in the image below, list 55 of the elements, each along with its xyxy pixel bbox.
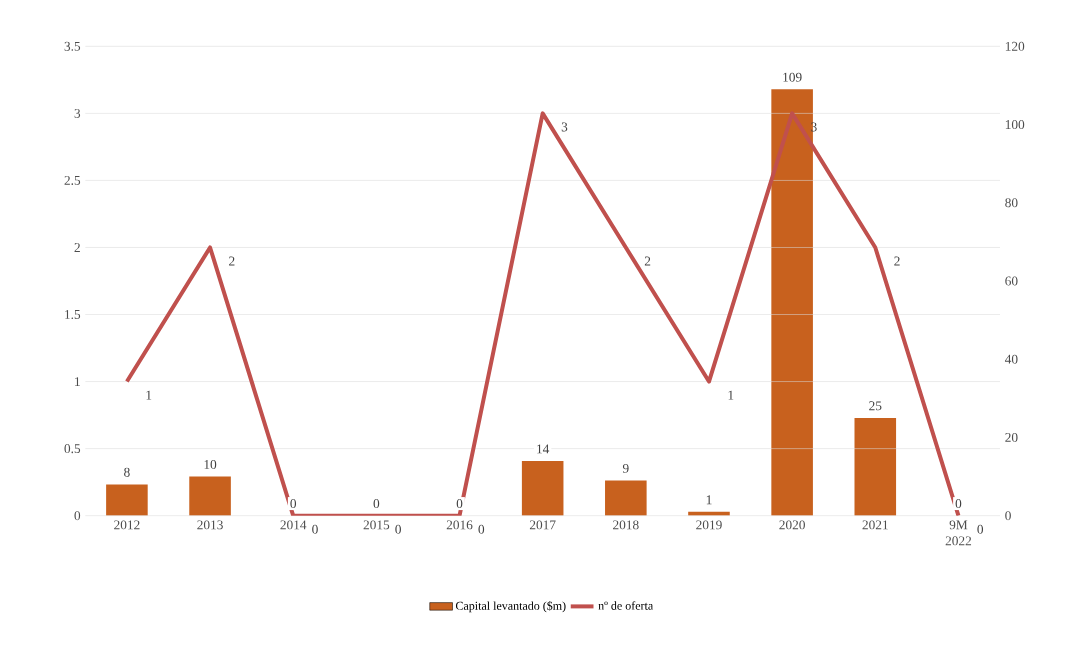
data-label: 0 xyxy=(456,499,463,509)
data-label: 1 xyxy=(728,390,734,400)
y-tick-label: 0 xyxy=(74,511,81,521)
x-tick-label: 2021 xyxy=(862,520,888,530)
x-tick-label: 2018 xyxy=(613,520,639,530)
data-label: 0 xyxy=(312,524,318,534)
x-tick-label: 2016 xyxy=(446,520,473,530)
data-label: 3 xyxy=(561,122,568,132)
y2-tick-label: 60 xyxy=(1005,276,1018,286)
x-tick-label: 2013 xyxy=(197,520,223,530)
y2-tick-label: 120 xyxy=(1005,41,1025,51)
y2-tick-label: 0 xyxy=(1005,511,1011,521)
bar xyxy=(605,480,647,516)
data-label: 0 xyxy=(290,499,297,509)
data-label: 1 xyxy=(146,390,152,400)
x-tick-label: 2020 xyxy=(779,520,805,530)
data-label: 109 xyxy=(783,72,802,82)
data-label: 0 xyxy=(955,499,962,509)
y2-tick-label: 80 xyxy=(1005,198,1018,208)
bar xyxy=(771,89,813,516)
y-tick-label: 3 xyxy=(74,108,81,118)
x-tick-label: 2012 xyxy=(114,520,140,530)
data-label: 14 xyxy=(537,444,550,454)
data-label: 0 xyxy=(395,524,401,534)
x-tick-label: 9M 2022 xyxy=(945,520,972,546)
data-label: 0 xyxy=(478,524,485,534)
data-label: 2 xyxy=(229,256,235,266)
y2-tick-label: 40 xyxy=(1004,354,1018,364)
x-tick-label: 2019 xyxy=(696,520,722,530)
data-label: 2 xyxy=(644,256,651,266)
y-tick-label: 1.5 xyxy=(65,310,81,320)
bar xyxy=(854,417,897,516)
data-label: 2 xyxy=(894,256,900,266)
x-tick-label: 2017 xyxy=(529,520,556,530)
y-tick-label: 0.5 xyxy=(64,444,81,454)
x-tick-label: 2015 xyxy=(363,520,390,530)
y-tick-label: 2.5 xyxy=(64,175,81,185)
data-label: 9 xyxy=(622,463,629,473)
data-label: 0 xyxy=(977,524,984,534)
data-label: 8 xyxy=(124,467,130,477)
y-tick-label: 2 xyxy=(74,243,80,252)
y-tick-label: 3.5 xyxy=(64,41,81,51)
y2-tick-label: 20 xyxy=(1005,432,1018,442)
bar xyxy=(106,484,148,516)
bar xyxy=(189,476,231,516)
legend-label: Capital levantado ($m) xyxy=(455,601,566,613)
y-tick-label: 1 xyxy=(75,377,80,386)
y2-tick-label: 100 xyxy=(1005,120,1025,130)
x-tick-label: 2014 xyxy=(280,520,307,530)
bar xyxy=(521,460,564,516)
data-label: 25 xyxy=(869,401,882,411)
legend-label: nº de oferta xyxy=(598,601,654,610)
data-label: 0 xyxy=(373,499,380,509)
data-label: 1 xyxy=(706,495,712,505)
data-label: 10 xyxy=(204,459,217,469)
